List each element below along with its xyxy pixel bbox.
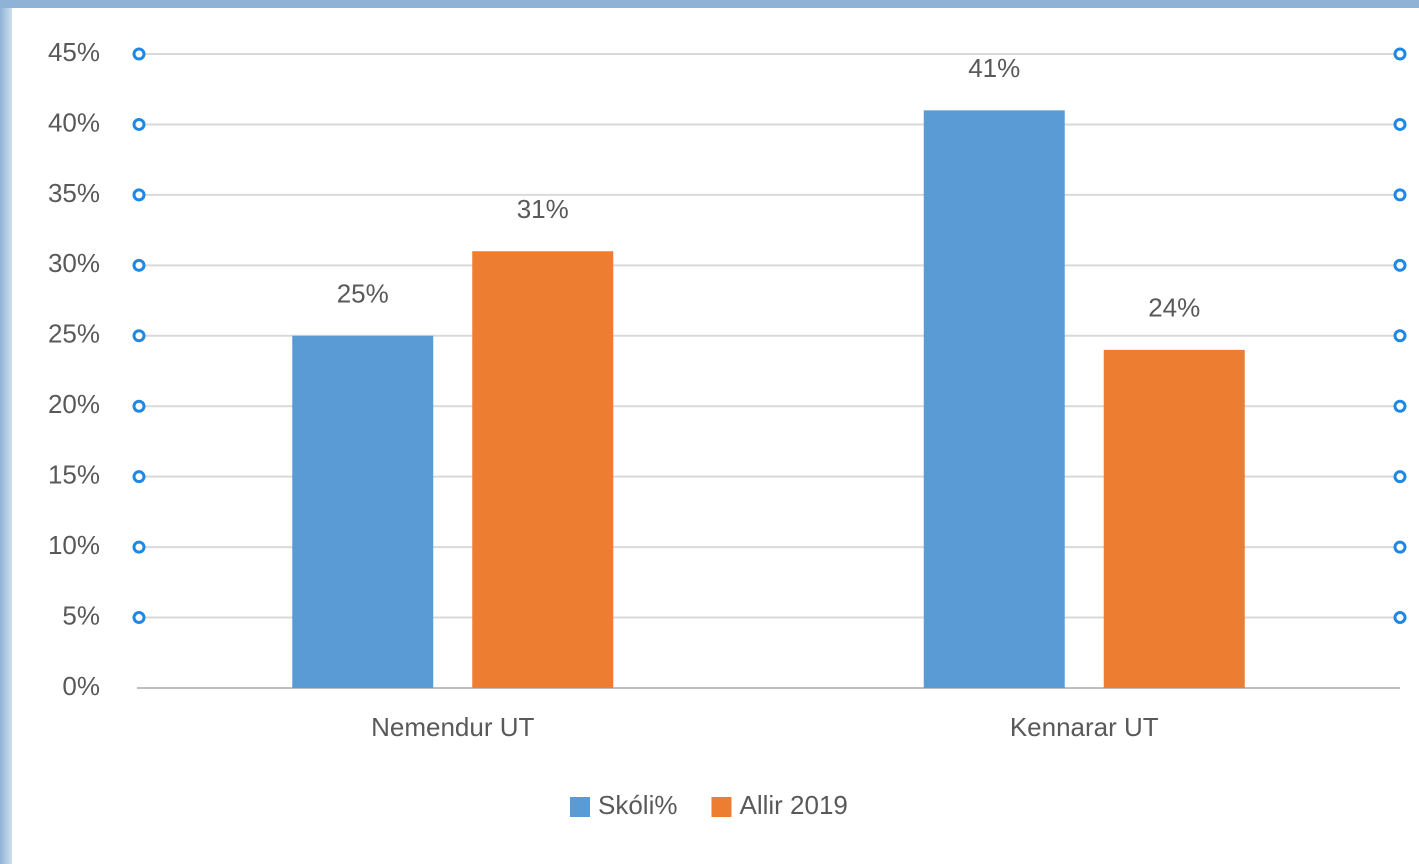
selection-handle: [132, 399, 146, 413]
y-tick-label: 45%: [48, 37, 100, 67]
bar: [923, 110, 1065, 689]
selection-handle: [132, 47, 146, 61]
legend-label: Allir 2019: [739, 790, 847, 820]
selection-handle: [132, 611, 146, 625]
y-tick-label: 25%: [48, 319, 100, 349]
selection-handle: [132, 117, 146, 131]
selection-handle: [1393, 188, 1407, 202]
y-tick-label: 5%: [62, 600, 100, 630]
data-label: 25%: [337, 279, 389, 309]
y-tick-label: 15%: [48, 460, 100, 490]
data-label: 24%: [1148, 293, 1200, 323]
legend-label: Skóli%: [598, 790, 677, 820]
data-label: 31%: [517, 194, 569, 224]
selection-handle: [1393, 258, 1407, 272]
x-tick-label: Kennarar UT: [1010, 712, 1159, 742]
selection-handle: [1393, 399, 1407, 413]
selection-handle: [1393, 470, 1407, 484]
selection-handle: [1393, 47, 1407, 61]
bar: [1103, 349, 1245, 688]
selection-handle: [1393, 329, 1407, 343]
y-tick-label: 40%: [48, 107, 100, 137]
data-label: 41%: [968, 53, 1020, 83]
selection-handle: [132, 470, 146, 484]
y-tick-label: 35%: [48, 178, 100, 208]
selection-handle: [132, 188, 146, 202]
top-strip: [0, 0, 1419, 8]
legend-swatch: [711, 797, 732, 817]
y-tick-label: 10%: [48, 530, 100, 560]
selection-handle: [1393, 540, 1407, 554]
bar: [292, 335, 434, 688]
x-tick-label: Nemendur UT: [371, 712, 534, 742]
selection-handle: [132, 258, 146, 272]
y-tick-label: 0%: [62, 671, 100, 701]
y-tick-label: 20%: [48, 389, 100, 419]
legend-swatch: [570, 797, 590, 817]
y-tick-label: 30%: [48, 248, 100, 278]
selection-handle: [132, 540, 146, 554]
bar: [472, 251, 614, 688]
selection-handle: [132, 329, 146, 343]
selection-handle: [1393, 611, 1407, 625]
selection-handle: [1393, 117, 1407, 131]
